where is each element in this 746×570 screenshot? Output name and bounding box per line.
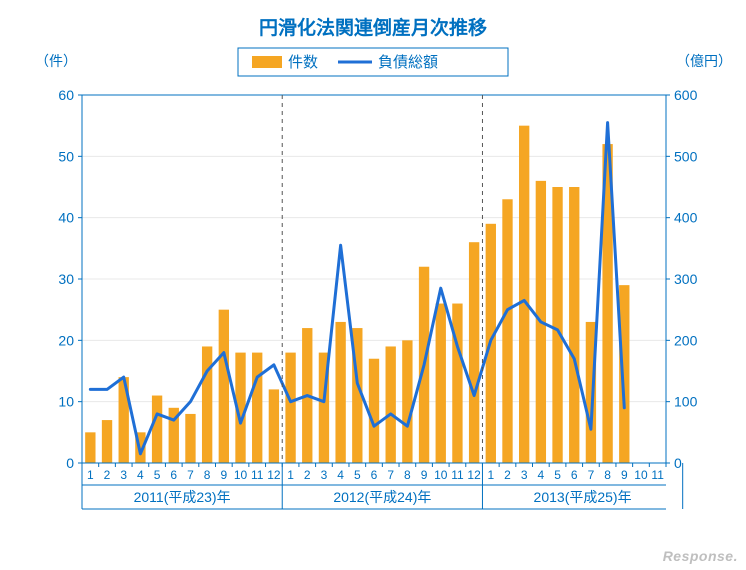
y-left-label: （件） [35,53,77,69]
x-month-label: 6 [371,468,378,482]
x-month-label: 2 [504,468,511,482]
x-year-label: 2011(平成23)年 [134,489,231,505]
x-month-label: 1 [287,468,294,482]
bar [269,389,279,463]
ytick-left-label: 10 [58,394,74,410]
x-month-label: 5 [154,468,161,482]
bar [285,353,295,463]
bar [335,322,345,463]
x-month-label: 7 [387,468,394,482]
x-month-label: 5 [554,468,561,482]
x-month-label: 4 [337,468,344,482]
x-month-label: 9 [621,468,628,482]
x-month-label: 1 [87,468,94,482]
ytick-left-label: 50 [58,148,74,164]
bar [85,432,95,463]
x-month-label: 11 [651,468,664,482]
x-month-label: 3 [321,468,328,482]
chart-container: 円滑化法関連倒産月次推移（件）（億円）010203040506001002003… [0,0,746,570]
x-month-label: 7 [588,468,595,482]
bar [469,242,479,463]
x-month-label: 8 [604,468,611,482]
x-month-label: 12 [267,468,281,482]
bar [436,304,446,463]
bar [185,414,195,463]
bar [252,353,262,463]
x-month-label: 12 [467,468,481,482]
x-month-label: 2 [304,468,311,482]
ytick-left-label: 30 [58,271,74,287]
bar [152,396,162,463]
ytick-left-label: 0 [66,455,74,471]
ytick-left-label: 60 [58,87,74,103]
x-month-label: 1 [487,468,494,482]
ytick-left-label: 40 [58,210,74,226]
bar [619,285,629,463]
legend-swatch-bar [252,56,282,68]
x-month-label: 11 [251,468,264,482]
x-year-label: 2013(平成25)年 [534,489,632,505]
ytick-right-label: 400 [674,210,698,226]
legend-label: 件数 [288,54,318,71]
x-month-label: 6 [571,468,578,482]
bar [202,346,212,463]
bar [519,126,529,463]
bar [402,340,412,463]
x-month-label: 6 [170,468,177,482]
bar [369,359,379,463]
ytick-right-label: 300 [674,271,698,287]
ytick-right-label: 200 [674,332,698,348]
x-month-label: 10 [634,468,648,482]
bar [452,304,462,463]
x-month-label: 3 [521,468,528,482]
x-month-label: 9 [421,468,428,482]
x-month-label: 11 [451,468,464,482]
ytick-right-label: 100 [674,394,698,410]
ytick-right-label: 0 [674,455,682,471]
bar [219,310,229,463]
x-month-label: 2 [104,468,111,482]
x-month-label: 4 [137,468,144,482]
chart-title: 円滑化法関連倒産月次推移 [259,16,487,39]
chart-svg: 円滑化法関連倒産月次推移（件）（億円）010203040506001002003… [0,0,746,570]
x-year-label: 2012(平成24)年 [333,489,431,505]
x-month-label: 9 [220,468,227,482]
x-month-label: 10 [434,468,448,482]
legend-label: 負債総額 [378,54,438,71]
x-month-label: 8 [204,468,211,482]
bar [386,346,396,463]
bar [569,187,579,463]
ytick-right-label: 600 [674,87,698,103]
bar [502,199,512,463]
y-right-label: （億円） [676,53,732,69]
bar [102,420,112,463]
ytick-right-label: 500 [674,148,698,164]
ytick-left-label: 20 [58,332,74,348]
x-month-label: 7 [187,468,194,482]
x-month-label: 8 [404,468,411,482]
x-month-label: 5 [354,468,361,482]
x-month-label: 10 [234,468,248,482]
x-month-label: 3 [120,468,127,482]
bar [552,187,562,463]
x-month-label: 4 [538,468,545,482]
